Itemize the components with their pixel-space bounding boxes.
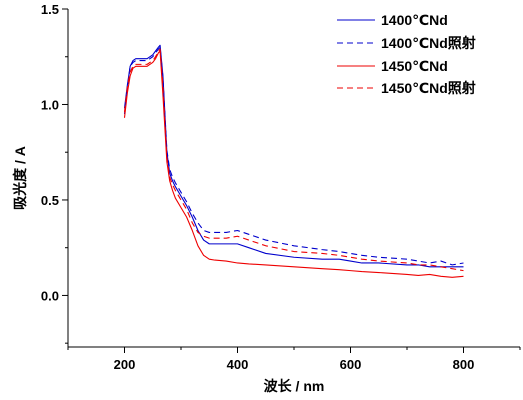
y-tick-label: 1.5 (41, 2, 59, 17)
axis-ticks (62, 8, 521, 353)
series-line-3 (123, 50, 464, 278)
series-line-4 (123, 48, 464, 272)
y-tick-label: 0.0 (41, 288, 59, 303)
legend-entry: 1450℃Nd (337, 58, 448, 74)
series-line-2 (123, 46, 464, 266)
series-line-1 (123, 44, 464, 268)
legend-label: 1450℃Nd (381, 58, 448, 74)
x-tick-label: 200 (114, 357, 136, 372)
x-tick-label: 600 (340, 357, 362, 372)
x-tick-label: 400 (227, 357, 249, 372)
legend: 1400℃Nd 1400℃Nd照射 1450℃Nd 1450℃Nd照射 (337, 12, 476, 96)
x-tick-label: 800 (453, 357, 475, 372)
y-tick-label: 0.5 (41, 193, 59, 208)
series-lines (123, 44, 464, 278)
legend-label: 1400℃Nd照射 (381, 35, 476, 51)
legend-label: 1400℃Nd (381, 12, 448, 28)
x-axis-title: 波长 / nm (264, 378, 325, 394)
legend-entry: 1400℃Nd照射 (337, 35, 476, 51)
axis-tick-labels: 200 400 600 800 0.0 0.5 1.0 1.5 (41, 2, 474, 372)
y-tick-label: 1.0 (41, 97, 59, 112)
y-axis-title: 吸光度 / A (12, 146, 28, 210)
legend-entry: 1400℃Nd (337, 12, 448, 28)
legend-entry: 1450℃Nd照射 (337, 80, 476, 96)
legend-label: 1450℃Nd照射 (381, 80, 476, 96)
